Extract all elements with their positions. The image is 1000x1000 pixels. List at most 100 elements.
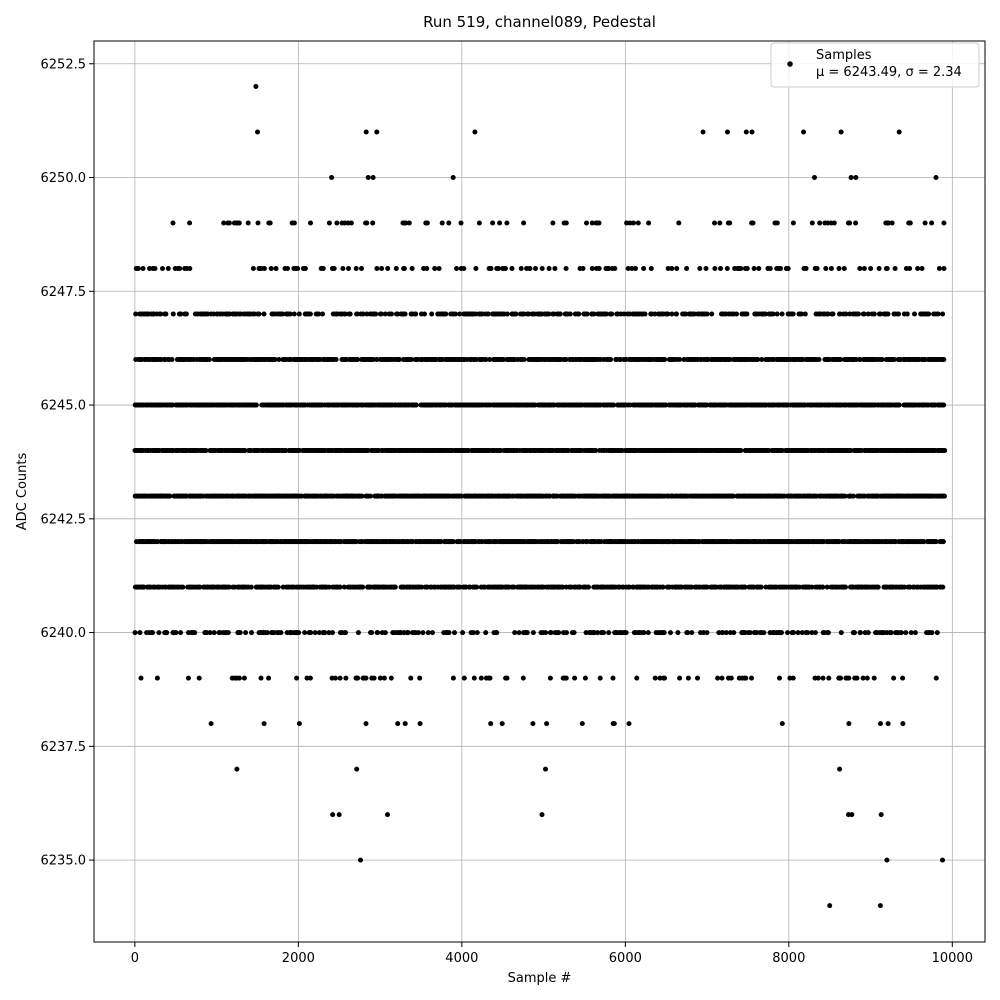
data-point [743, 675, 749, 681]
data-point [470, 630, 476, 636]
data-point [871, 675, 877, 681]
data-point [253, 84, 259, 89]
data-point [774, 220, 780, 226]
data-point [287, 311, 293, 317]
data-point [853, 220, 859, 226]
data-point [154, 675, 160, 681]
data-point [912, 630, 918, 636]
data-point [326, 584, 332, 590]
data-point [326, 220, 332, 226]
data-point [409, 266, 415, 271]
data-point [160, 266, 165, 271]
chart-title: Run 519, channel089, Pedestal [423, 13, 656, 31]
data-point [439, 220, 445, 226]
data-point [156, 630, 162, 636]
data-point [450, 675, 456, 681]
data-point [337, 675, 343, 681]
data-point [941, 220, 947, 226]
data-point [370, 220, 376, 226]
data-point [838, 630, 844, 636]
data-point [629, 266, 635, 271]
data-point [900, 675, 906, 681]
data-point [332, 675, 338, 681]
data-point [291, 311, 297, 317]
data-point [756, 266, 762, 271]
data-point [550, 220, 556, 226]
data-point [249, 630, 254, 636]
data-point [343, 675, 349, 681]
data-point [884, 266, 890, 271]
data-point [165, 266, 171, 271]
data-point [704, 311, 710, 317]
data-point [660, 584, 666, 590]
data-point [417, 721, 423, 727]
data-point [610, 675, 616, 681]
data-point [900, 721, 906, 727]
data-point [785, 266, 791, 271]
data-point [241, 675, 247, 681]
data-point [296, 630, 302, 636]
data-point [601, 630, 607, 636]
data-point [591, 311, 597, 317]
data-point [774, 311, 780, 317]
data-point [255, 220, 261, 226]
data-point [347, 311, 353, 317]
data-point [665, 266, 671, 271]
data-point [697, 266, 703, 271]
data-point [499, 721, 505, 727]
data-point [641, 630, 647, 636]
data-point [801, 129, 806, 135]
data-point [724, 266, 730, 271]
data-point [898, 630, 904, 636]
data-point [187, 266, 193, 271]
data-point [584, 220, 589, 226]
data-point [738, 266, 744, 271]
data-point [812, 175, 817, 180]
data-point [237, 630, 243, 636]
x-tick-label: 0 [131, 951, 139, 966]
data-point [896, 129, 902, 135]
data-point [458, 220, 464, 226]
data-point [438, 539, 444, 545]
y-tick-label: 6247.5 [41, 285, 87, 300]
data-point [814, 266, 820, 271]
data-point [751, 266, 757, 271]
data-point [457, 584, 463, 590]
data-point [524, 630, 530, 636]
data-point [849, 812, 855, 818]
data-point [876, 266, 882, 271]
data-point [790, 675, 796, 681]
data-point [408, 675, 414, 681]
data-point [803, 266, 809, 271]
data-point [543, 766, 548, 772]
data-point [779, 630, 784, 636]
data-point [248, 584, 254, 590]
data-point [940, 584, 946, 590]
data-point [941, 402, 947, 408]
data-point [242, 448, 248, 453]
data-point [689, 630, 695, 636]
data-point [547, 675, 553, 681]
data-point [919, 266, 925, 271]
data-point [355, 630, 361, 636]
data-point [888, 630, 894, 636]
data-point [674, 311, 679, 317]
data-point [595, 630, 600, 636]
data-point [767, 266, 773, 271]
data-point [848, 175, 854, 180]
data-point [164, 630, 170, 636]
data-point [885, 311, 891, 317]
data-point [703, 266, 709, 271]
data-point [563, 675, 569, 681]
data-point [521, 357, 527, 362]
data-point [712, 220, 717, 226]
data-point [580, 266, 586, 271]
data-point [253, 402, 259, 408]
data-point [584, 311, 590, 317]
data-point [250, 266, 256, 271]
data-point [777, 675, 782, 681]
data-point [333, 357, 339, 362]
data-point [685, 675, 691, 681]
data-point [885, 721, 891, 727]
data-point [135, 266, 141, 271]
